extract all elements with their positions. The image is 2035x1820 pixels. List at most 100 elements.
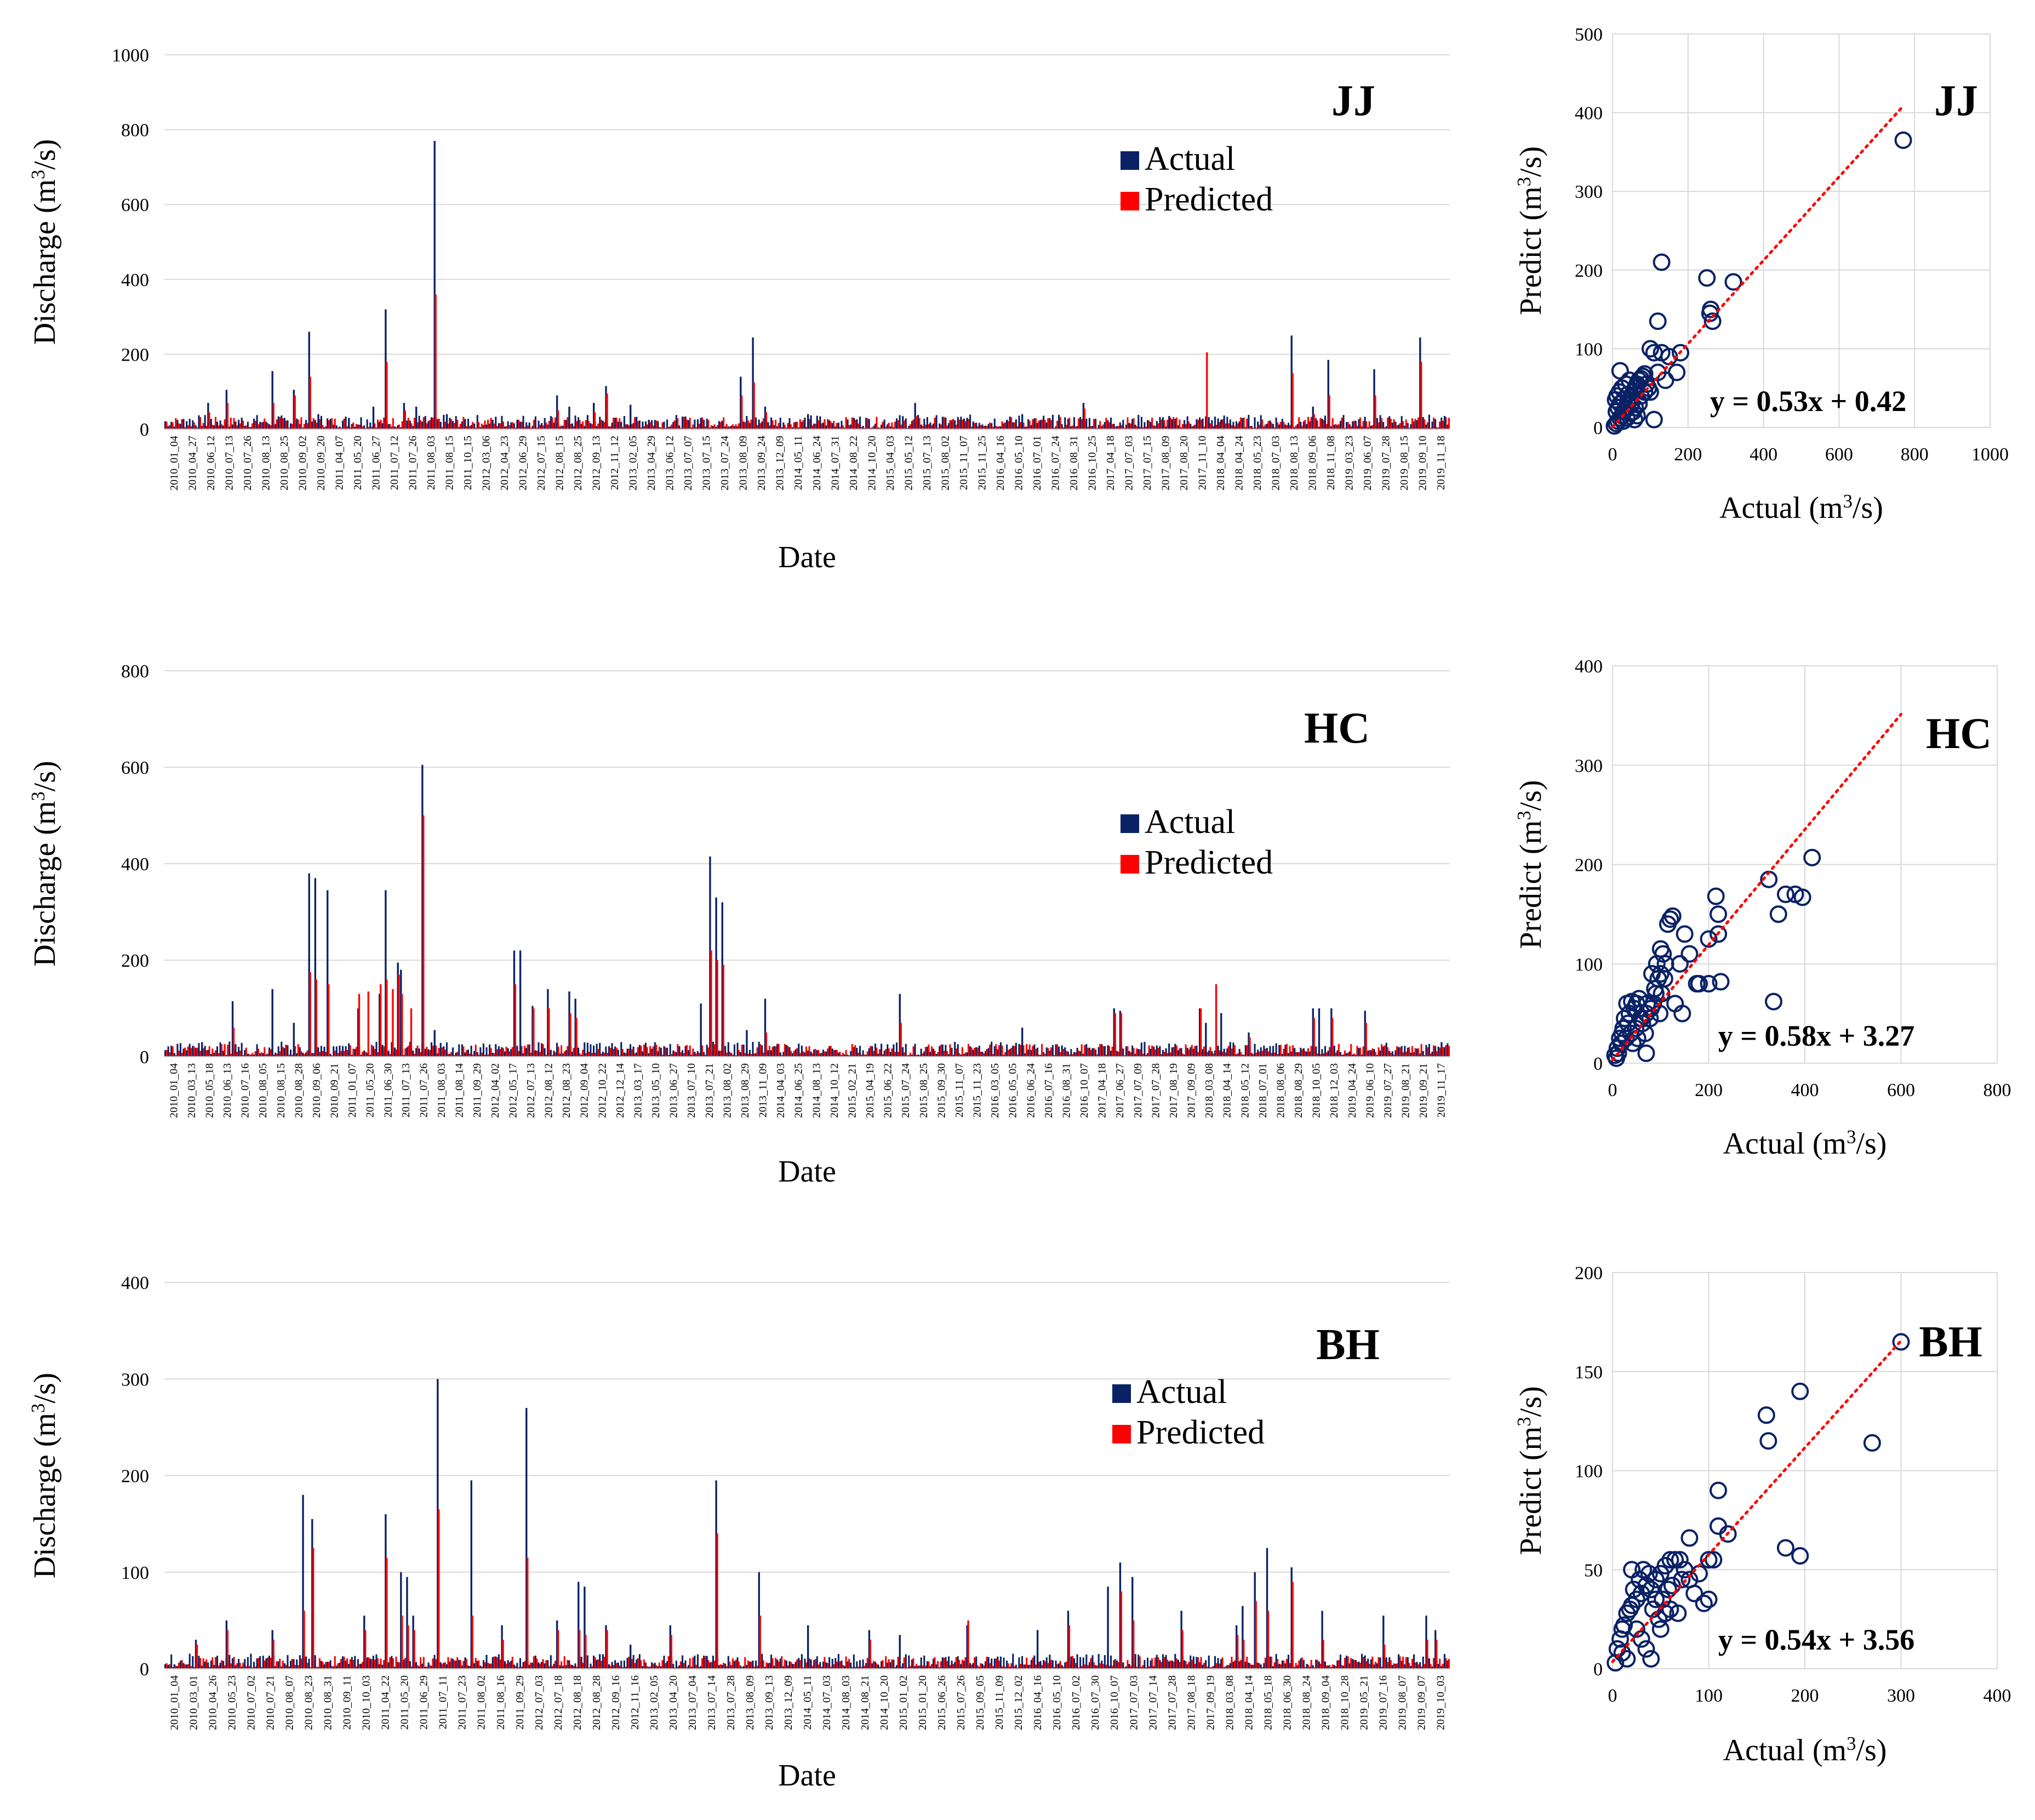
actual-bar xyxy=(1153,425,1155,429)
predicted-bar xyxy=(762,1660,764,1669)
predicted-peak-bar xyxy=(358,994,361,1057)
actual-bar xyxy=(1116,1661,1118,1669)
actual-bar xyxy=(727,1042,729,1057)
predicted-bar xyxy=(912,1046,914,1057)
predicted-bar xyxy=(625,1667,627,1669)
actual-bar xyxy=(792,1664,794,1669)
scatter-point xyxy=(1769,905,1787,923)
scatter-point xyxy=(1647,1590,1665,1608)
actual-bar xyxy=(776,1043,779,1057)
date-tick-label: 2013_07_14 xyxy=(706,1675,718,1730)
predicted-bar xyxy=(1160,1662,1162,1669)
actual-bar xyxy=(222,425,225,429)
actual-bar xyxy=(329,1660,331,1669)
actual-peak-bar xyxy=(501,1625,503,1669)
predicted-bar xyxy=(1010,1663,1013,1669)
predicted-bar xyxy=(689,1658,691,1669)
actual-bar xyxy=(935,1054,938,1057)
legend-label-actual: Actual xyxy=(1145,803,1235,841)
actual-bar xyxy=(688,1665,690,1669)
actual-bar xyxy=(626,1048,628,1057)
predicted-bar xyxy=(643,1045,645,1057)
actual-bar xyxy=(978,1667,980,1669)
actual-bar xyxy=(1082,1657,1084,1669)
predicted-bar xyxy=(1050,1659,1052,1669)
actual-bar xyxy=(1269,1046,1271,1057)
actual-bar xyxy=(794,1049,797,1057)
actual-peak-bar xyxy=(966,418,968,429)
predicted-bar xyxy=(870,427,872,429)
predicted-bar xyxy=(1218,1050,1221,1057)
predicted-bar xyxy=(1028,420,1031,429)
actual-bar xyxy=(684,1660,687,1669)
predicted-bar xyxy=(202,1048,204,1057)
actual-bar xyxy=(541,1662,543,1669)
actual-bar xyxy=(504,426,506,429)
predicted-bar xyxy=(634,1663,636,1669)
actual-bar xyxy=(837,423,839,429)
predicted-bar xyxy=(266,1053,268,1057)
actual-peak-bar xyxy=(1198,1008,1201,1057)
actual-bar xyxy=(525,422,528,429)
predicted-bar xyxy=(597,1659,599,1669)
actual-bar xyxy=(167,1046,169,1057)
predicted-bar xyxy=(1417,1664,1420,1669)
predicted-bar xyxy=(300,1658,302,1669)
predicted-bar xyxy=(998,1045,1000,1057)
predicted-bar xyxy=(719,1051,722,1057)
actual-bar xyxy=(614,1046,616,1057)
predicted-bar xyxy=(818,1664,820,1669)
predicted-bar xyxy=(444,1049,446,1057)
predicted-bar xyxy=(796,421,798,429)
predicted-bar xyxy=(285,420,287,429)
actual-bar xyxy=(1030,425,1032,429)
date-tick-label: 2013_08_02 xyxy=(721,1063,733,1118)
predicted-bar xyxy=(940,424,942,429)
predicted-bar xyxy=(270,1049,272,1057)
predicted-bar xyxy=(376,419,379,429)
predicted-bar xyxy=(316,423,318,429)
actual-bar xyxy=(1198,1662,1201,1669)
actual-bar xyxy=(1051,414,1054,429)
actual-bar xyxy=(1122,1048,1124,1057)
predicted-bar xyxy=(211,425,214,429)
predicted-bar xyxy=(1445,417,1447,429)
actual-bar xyxy=(825,1051,827,1057)
predicted-bar xyxy=(248,1054,250,1057)
actual-bar xyxy=(935,415,938,429)
actual-bar xyxy=(672,1663,674,1669)
actual-bar xyxy=(290,1049,292,1057)
predicted-bar xyxy=(303,424,305,429)
predicted-bar xyxy=(1307,1048,1310,1057)
actual-bar xyxy=(767,422,769,429)
predicted-bar xyxy=(1157,423,1159,429)
date-tick-label: 2013_12_09 xyxy=(774,436,786,490)
actual-bar xyxy=(357,424,359,429)
scatter-point xyxy=(1757,1406,1775,1424)
predicted-bar xyxy=(731,424,734,429)
predicted-bar xyxy=(976,426,979,429)
predicted-bar xyxy=(575,421,578,429)
legend-label-predicted: Predicted xyxy=(1145,181,1273,218)
actual-bar xyxy=(1104,421,1106,429)
actual-bar xyxy=(1110,418,1112,429)
actual-bar xyxy=(427,1662,430,1669)
actual-bar xyxy=(1318,1661,1320,1669)
actual-peak-bar xyxy=(271,371,273,429)
predicted-bar xyxy=(285,1045,287,1057)
actual-bar xyxy=(773,425,775,429)
predicted-bar xyxy=(741,1045,743,1057)
actual-bar xyxy=(305,420,307,429)
actual-bar xyxy=(696,419,699,429)
predicted-bar xyxy=(934,1051,936,1057)
actual-peak-bar xyxy=(1168,416,1170,429)
predicted-bar xyxy=(658,427,660,429)
trend-line xyxy=(1611,104,1905,429)
actual-bar xyxy=(1416,1662,1418,1669)
actual-bar xyxy=(1033,1655,1036,1669)
actual-bar xyxy=(1287,1654,1290,1669)
predicted-bar xyxy=(903,1657,905,1669)
actual-bar xyxy=(1003,1054,1005,1057)
actual-bar xyxy=(562,426,564,429)
predicted-peak-bar xyxy=(1420,362,1422,429)
